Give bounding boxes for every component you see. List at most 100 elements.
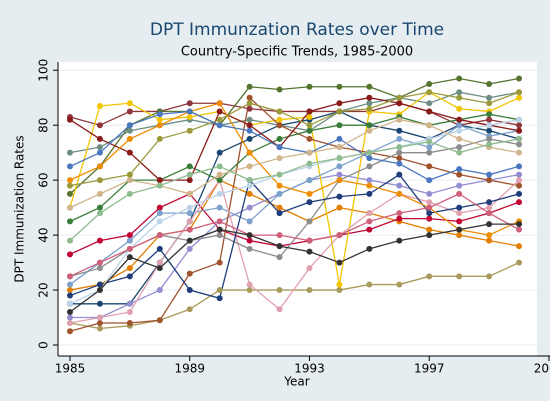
point <box>246 204 253 211</box>
series-line <box>69 178 520 324</box>
point <box>156 245 163 252</box>
point <box>456 94 463 101</box>
point <box>96 265 103 272</box>
point <box>66 190 73 197</box>
point <box>156 218 163 225</box>
point <box>306 108 313 115</box>
point <box>96 163 103 170</box>
point <box>396 94 403 101</box>
point <box>66 309 73 316</box>
point <box>216 295 223 302</box>
point <box>366 155 373 162</box>
point <box>366 163 373 170</box>
point <box>366 210 373 217</box>
series-line <box>69 91 520 187</box>
point <box>276 232 283 239</box>
point <box>216 122 223 129</box>
point <box>276 204 283 211</box>
point <box>366 94 373 101</box>
point <box>456 232 463 239</box>
point <box>246 232 253 239</box>
point <box>396 160 403 167</box>
point <box>186 100 193 107</box>
series-line <box>69 261 520 330</box>
point <box>426 144 433 151</box>
point <box>306 160 313 167</box>
point <box>96 122 103 129</box>
point <box>216 149 223 156</box>
point <box>516 259 523 266</box>
point <box>396 127 403 134</box>
point <box>396 116 403 123</box>
point <box>156 182 163 189</box>
point <box>486 80 493 87</box>
point <box>366 83 373 90</box>
point <box>516 221 523 228</box>
point <box>306 135 313 142</box>
y-tick-label: 0 <box>37 341 51 349</box>
point <box>216 218 223 225</box>
point <box>516 94 523 101</box>
point <box>516 149 523 156</box>
series-line <box>69 119 520 305</box>
point <box>216 108 223 115</box>
point <box>216 204 223 211</box>
point <box>426 215 433 222</box>
point <box>396 237 403 244</box>
point <box>66 328 73 335</box>
x-tick-label: 1989 <box>174 362 205 376</box>
point <box>366 100 373 107</box>
point <box>456 135 463 142</box>
point <box>276 108 283 115</box>
point <box>156 116 163 123</box>
point <box>456 105 463 112</box>
point <box>66 149 73 156</box>
point <box>216 100 223 107</box>
series-line <box>69 110 520 181</box>
point <box>306 218 313 225</box>
point <box>336 281 343 288</box>
chart-title: DPT Immunzation Rates over Time <box>150 20 444 40</box>
point <box>276 254 283 261</box>
point <box>126 190 133 197</box>
point <box>486 141 493 148</box>
point <box>366 226 373 233</box>
point <box>96 102 103 109</box>
point <box>426 232 433 239</box>
x-tick-label: 1997 <box>414 362 445 376</box>
point <box>126 149 133 156</box>
point <box>186 113 193 120</box>
point <box>186 210 193 217</box>
point <box>396 100 403 107</box>
point <box>246 127 253 134</box>
point <box>246 218 253 225</box>
point <box>486 204 493 211</box>
point <box>66 320 73 327</box>
point <box>126 300 133 307</box>
x-tick-label: 1985 <box>55 362 86 376</box>
point <box>216 116 223 123</box>
point <box>186 190 193 197</box>
point <box>516 171 523 178</box>
point <box>96 325 103 332</box>
point <box>456 182 463 189</box>
series-line <box>69 102 520 236</box>
point <box>276 144 283 151</box>
point <box>516 163 523 170</box>
point <box>246 177 253 184</box>
point <box>336 259 343 266</box>
point <box>486 111 493 118</box>
point <box>456 127 463 134</box>
series-line <box>69 91 520 154</box>
point <box>216 259 223 266</box>
point <box>246 281 253 288</box>
point <box>486 135 493 142</box>
point <box>456 122 463 129</box>
point <box>456 190 463 197</box>
point <box>456 116 463 123</box>
point <box>96 135 103 142</box>
point <box>306 127 313 134</box>
point <box>516 226 523 233</box>
point <box>126 265 133 272</box>
